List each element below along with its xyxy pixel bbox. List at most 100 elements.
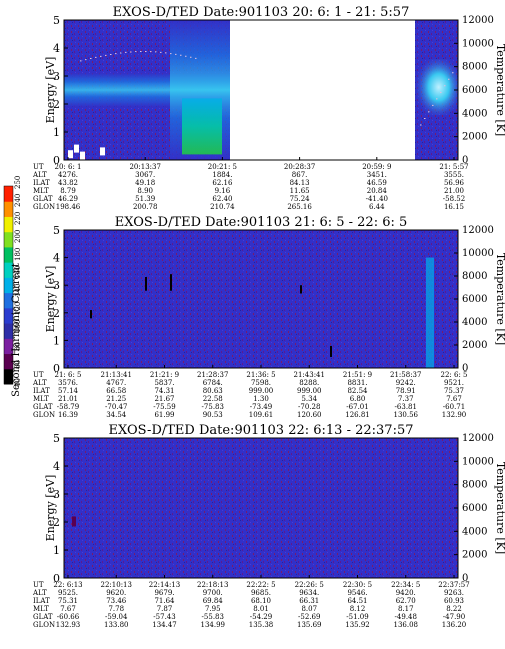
orbit-cell: 9679.: [154, 589, 174, 597]
y2-tick-label: 10000: [462, 38, 494, 49]
orbit-cell: 135.69: [297, 621, 322, 629]
colorbar-tick-label: 40: [14, 378, 22, 387]
orbit-cell: 43.82: [58, 179, 78, 187]
colorbar-tick-label: 250: [14, 176, 22, 189]
orbit-cell: 16.39: [58, 411, 78, 419]
colorbar-segment: [4, 368, 13, 385]
y-tick-label: 0: [53, 154, 60, 167]
orbit-cell: 82.54: [347, 387, 368, 395]
bright-region: [426, 257, 434, 368]
colorbar-segment: [4, 338, 13, 355]
orbit-row-label: GLON: [33, 621, 55, 629]
orbit-cell: 22:22: 5: [246, 581, 275, 589]
orbit-cell: 68.10: [251, 597, 271, 605]
orbit-cell: 22:34: 5: [391, 581, 420, 589]
orbit-cell: 130.56: [394, 411, 419, 419]
orbit-cell: 22:18:13: [197, 581, 228, 589]
colorbar-segment: [4, 323, 13, 339]
streak: [72, 516, 76, 527]
colorbar-segment: [4, 262, 13, 278]
orbit-cell: 22:37:57: [438, 581, 469, 589]
colorbar-segment: [4, 186, 13, 202]
spectrogram-field: [64, 230, 458, 368]
y-tick-label: 3: [53, 279, 60, 292]
orbit-cell: -75.59: [153, 403, 175, 411]
orbit-cell: 69.84: [203, 597, 224, 605]
orbit-cell: 73.46: [106, 597, 127, 605]
colorbar-tick-label: 140: [14, 284, 22, 297]
y2-tick-label: 12000: [462, 225, 494, 236]
orbit-cell: 109.61: [249, 411, 274, 419]
orbit-cell: 7.37: [398, 395, 414, 403]
orbit-cell: 9620.: [106, 589, 126, 597]
y-axis-label: Energy [eV]: [44, 57, 57, 124]
orbit-cell: 21:51: 9: [343, 371, 372, 379]
orbit-cell: 132.93: [56, 621, 81, 629]
orbit-cell: 8288.: [299, 379, 319, 387]
orbit-cell: 136.08: [394, 621, 419, 629]
y-tick-label: 0: [53, 572, 60, 585]
orbit-cell: -58.52: [443, 195, 465, 203]
orbit-cell: 3451.: [367, 171, 387, 179]
orbit-cell: -55.83: [202, 613, 224, 621]
orbit-cell: -70.28: [298, 403, 320, 411]
orbit-cell: 126.81: [345, 411, 370, 419]
orbit-cell: 9263.: [444, 589, 464, 597]
orbit-cell: 80.63: [203, 387, 223, 395]
orbit-cell: 200.78: [133, 203, 158, 211]
low-energy-spot: [80, 151, 85, 160]
orbit-cell: 134.47: [152, 621, 177, 629]
orbit-cell: -57.43: [153, 613, 175, 621]
bright-region: [415, 59, 458, 116]
y-tick-label: 3: [53, 70, 60, 83]
colorbar-tick-label: 240: [14, 194, 22, 207]
orbit-cell: 62.16: [212, 179, 233, 187]
orbit-cell: 46.59: [367, 179, 387, 187]
y-tick-label: 1: [53, 334, 60, 347]
colorbar-tick-label: 80: [14, 342, 22, 351]
orbit-cell: 22:30: 5: [343, 581, 372, 589]
orbit-cell: -70.47: [105, 403, 127, 411]
y-tick-label: 1: [53, 126, 60, 139]
orbit-cell: 9634.: [299, 589, 319, 597]
y2-tick-label: 0: [462, 573, 468, 584]
orbit-cell: 64.51: [347, 597, 367, 605]
orbit-row-label: UT: [33, 163, 44, 171]
y2-tick-label: 12000: [462, 15, 494, 26]
orbit-cell: 7.87: [157, 605, 173, 613]
colorbar-segment: [4, 307, 13, 324]
orbit-cell: 9242.: [396, 379, 416, 387]
y2-tick-label: 10000: [462, 248, 494, 259]
orbit-cell: 5837.: [154, 379, 174, 387]
orbit-cell: 21: 6: 5: [55, 371, 82, 379]
y2-axis-label: Temperature [K]: [494, 253, 505, 345]
y2-tick-label: 8000: [462, 271, 487, 282]
orbit-cell: 4276.: [58, 171, 78, 179]
low-energy-spot: [100, 147, 105, 156]
panel-title: EXOS-D/TED Date:901103 21: 6: 5 - 22: 6:…: [115, 215, 408, 230]
orbit-cell: 7.67: [60, 605, 76, 613]
y2-axis-label: Temperature [K]: [494, 462, 505, 554]
orbit-cell: 198.46: [56, 203, 81, 211]
orbit-cell: 22:10:13: [101, 581, 132, 589]
y2-tick-label: 6000: [462, 294, 487, 305]
orbit-cell: -67.01: [346, 403, 368, 411]
orbit-cell: 61.99: [154, 411, 174, 419]
orbit-row-label: ILAT: [33, 179, 50, 187]
orbit-cell: 20:59: 9: [362, 163, 391, 171]
colorbar-segment: [4, 277, 13, 294]
y2-tick-label: 0: [462, 363, 468, 374]
colorbar-tick-label: 100: [14, 320, 22, 333]
colorbar-tick-label: 180: [14, 248, 22, 261]
orbit-cell: 6.44: [369, 203, 385, 211]
orbit-cell: 21.67: [154, 395, 174, 403]
temperature-trace: [420, 72, 454, 126]
orbit-cell: -73.49: [250, 403, 272, 411]
orbit-cell: 133.80: [104, 621, 129, 629]
orbit-cell: 22:14:13: [149, 581, 180, 589]
orbit-cell: 21:58:37: [390, 371, 421, 379]
colorbar-label: Second Harmonic Current: [11, 263, 22, 397]
y2-tick-label: 2000: [462, 550, 487, 561]
orbit-cell: 16.15: [444, 203, 464, 211]
orbit-cell: -52.69: [298, 613, 320, 621]
